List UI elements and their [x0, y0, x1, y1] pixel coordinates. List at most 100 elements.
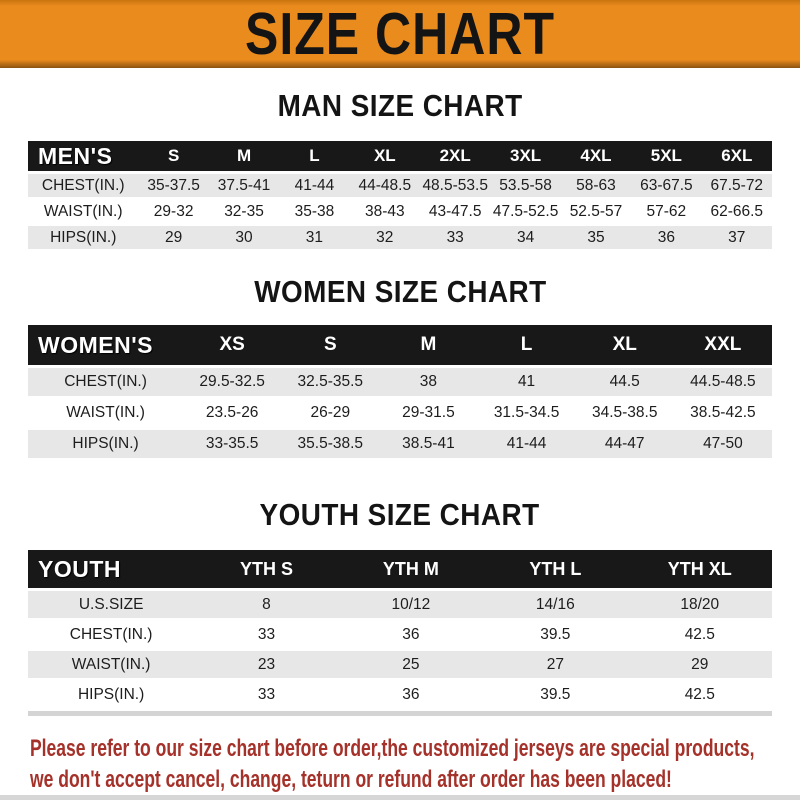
- row-label: HIPS(IN.): [72, 435, 139, 452]
- size-value-cell: 41-44: [294, 176, 335, 194]
- size-value-cell: 14/16: [535, 595, 575, 613]
- size-value-cell: 37: [728, 228, 746, 246]
- footnote-line-1: Please refer to our size chart before or…: [30, 735, 755, 762]
- size-value-cell: 48.5-53.5: [422, 176, 488, 194]
- row-label: CHEST(IN.): [69, 625, 153, 643]
- column-header: 4XL: [580, 146, 612, 165]
- size-value-cell: 30: [235, 228, 253, 246]
- size-value-cell: 53.5-58: [499, 176, 552, 194]
- size-value-cell: 29.5-32.5: [199, 373, 265, 390]
- column-header: YTH L: [529, 558, 582, 579]
- column-header: YTH S: [239, 558, 293, 579]
- size-value-cell: 36: [402, 685, 420, 703]
- column-header: 6XL: [721, 146, 753, 165]
- size-value-cell: 35-38: [294, 202, 335, 220]
- column-header: S: [323, 334, 337, 355]
- women-size-table-container: WOMEN'S XS S M L XL XXL CHEST(IN.) 29.5-32.5 32.5…: [28, 322, 772, 461]
- size-value-cell: 39.5: [540, 685, 571, 703]
- youth-section-heading: YOUTH SIZE CHART: [0, 497, 800, 533]
- size-value-cell: 32-35: [224, 202, 264, 220]
- size-value-cell: 47-50: [703, 435, 743, 452]
- size-value-cell: 44.5: [609, 373, 640, 390]
- women-section-heading: WOMEN SIZE CHART: [0, 274, 800, 310]
- size-value-cell: 44-47: [604, 435, 645, 452]
- size-value-cell: 29: [691, 655, 709, 673]
- size-value-cell: 38.5-42.5: [690, 404, 756, 421]
- section-women: WOMEN SIZE CHART WOMEN'S XS S M L XL XXL CHEST(…: [0, 274, 800, 461]
- size-value-cell: 23.5-26: [205, 404, 259, 421]
- column-header: L: [520, 334, 533, 355]
- size-value-cell: 33: [257, 625, 276, 643]
- size-value-cell: 34.5-38.5: [591, 404, 658, 421]
- size-value-cell: 10/12: [391, 595, 431, 613]
- row-label: WAIST(IN.): [71, 655, 151, 673]
- size-value-cell: 32: [376, 228, 394, 246]
- column-header: YTH M: [382, 558, 439, 579]
- youth-section-heading-text: YOUTH SIZE CHART: [259, 497, 541, 532]
- column-header: M: [420, 334, 437, 355]
- size-value-cell: 44-48.5: [358, 176, 412, 194]
- size-value-cell: 67.5-72: [710, 176, 764, 194]
- row-label: WAIST(IN.): [43, 202, 123, 220]
- column-header: S: [167, 146, 180, 165]
- size-value-cell: 52.5-57: [569, 202, 623, 220]
- column-header: XL: [612, 334, 637, 355]
- section-youth: YOUTH SIZE CHART YOUTH YTH S YTH M YTH L YTH…: [0, 497, 800, 716]
- youth-size-table-container: YOUTH YTH S YTH M YTH L YTH XL U.S.SIZE 8 10/12…: [28, 547, 772, 711]
- size-value-cell: 62-66.5: [710, 202, 764, 220]
- size-value-cell: 36: [657, 228, 675, 246]
- table-corner-label: YOUTH: [38, 555, 121, 582]
- column-header: XXL: [704, 334, 742, 355]
- size-value-cell: 26-29: [310, 404, 351, 421]
- size-value-cell: 38: [419, 373, 438, 390]
- men-size-table-container: MEN'S S M L XL 2XL 3XL 4XL 5XL 6XL CHEST(IN.) 35-37…: [28, 138, 772, 252]
- column-header: M: [236, 146, 252, 165]
- column-header: L: [309, 146, 320, 165]
- size-value-cell: 44.5-48.5: [690, 373, 756, 390]
- size-value-cell: 39.5: [540, 625, 571, 643]
- men-section-heading: MAN SIZE CHART: [0, 88, 800, 124]
- row-label: CHEST(IN.): [41, 176, 125, 194]
- column-header: 2XL: [439, 146, 471, 165]
- size-value-cell: 35-37.5: [147, 176, 200, 194]
- size-value-cell: 29: [165, 228, 183, 246]
- size-value-cell: 25: [402, 655, 420, 673]
- size-value-cell: 36: [402, 625, 420, 643]
- youth-table-footer-strip: [28, 711, 772, 716]
- column-header: 5XL: [650, 146, 682, 165]
- column-header: YTH XL: [667, 558, 732, 579]
- row-label: U.S.SIZE: [78, 595, 144, 613]
- size-value-cell: 31: [305, 228, 324, 246]
- size-value-cell: 27: [546, 655, 564, 673]
- banner-title: SIZE CHART: [245, 0, 555, 68]
- banner: SIZE CHART: [0, 0, 800, 68]
- size-value-cell: 8: [262, 595, 271, 613]
- table-corner-label: WOMEN'S: [38, 331, 154, 358]
- size-value-cell: 23: [257, 655, 276, 673]
- size-value-cell: 63-67.5: [640, 176, 693, 194]
- size-value-cell: 29-32: [153, 202, 194, 220]
- size-value-cell: 38-43: [364, 202, 405, 220]
- size-value-cell: 33: [446, 228, 464, 246]
- women-section-heading-text: WOMEN SIZE CHART: [253, 274, 547, 309]
- row-label: HIPS(IN.): [77, 685, 145, 703]
- size-value-cell: 37.5-41: [217, 176, 271, 194]
- size-value-cell: 34: [516, 228, 535, 246]
- size-table: YOUTH YTH S YTH M YTH L YTH XL U.S.SIZE 8 10/12…: [28, 547, 772, 711]
- footnote-line-2: we don't accept cancel, change, teturn o…: [30, 766, 672, 793]
- size-value-cell: 29-31.5: [402, 404, 455, 421]
- size-value-cell: 33: [257, 685, 276, 703]
- column-header: 3XL: [509, 146, 542, 165]
- row-label: WAIST(IN.): [66, 404, 145, 421]
- size-value-cell: 47.5-52.5: [492, 202, 559, 220]
- size-value-cell: 35.5-38.5: [297, 435, 364, 452]
- size-value-cell: 57-62: [646, 202, 687, 220]
- size-value-cell: 42.5: [684, 685, 715, 703]
- size-value-cell: 31.5-34.5: [493, 404, 560, 421]
- bottom-edge-strip: [0, 795, 800, 800]
- section-men: MAN SIZE CHART MEN'S S M L XL 2XL 3XL 4XL 5XL 6XL…: [0, 88, 800, 252]
- size-value-cell: 35: [587, 228, 605, 246]
- size-value-cell: 42.5: [684, 625, 715, 643]
- footnote: Please refer to our size chart before or…: [30, 733, 800, 795]
